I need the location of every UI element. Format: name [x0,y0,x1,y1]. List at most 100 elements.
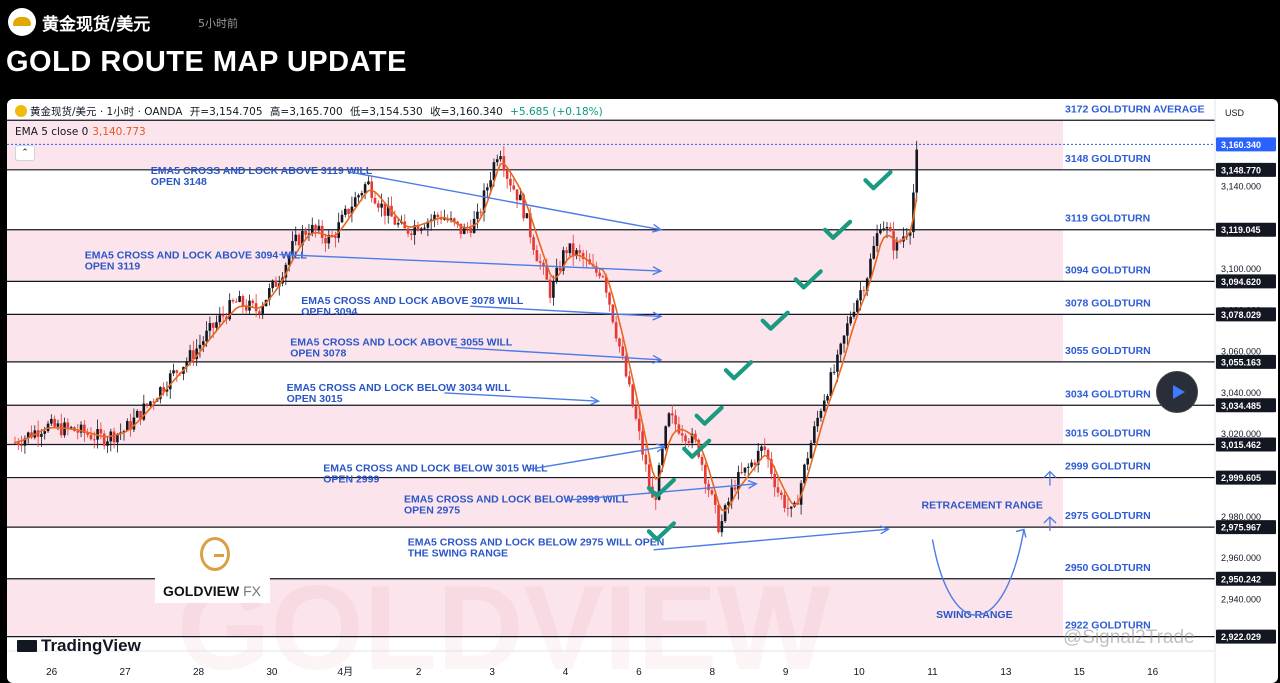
play-button[interactable] [1156,371,1198,413]
level-label: 3094 GOLDTURN [1065,264,1151,276]
candle-body [542,262,545,266]
candle [601,274,605,279]
x-tick-label: 8 [710,667,716,678]
candle [803,463,806,487]
symbol-name[interactable]: 黄金现货/美元 · 1小时 · OANDA [30,106,183,118]
candle [690,428,694,449]
candle-body [152,401,156,403]
annotation-line2: OPEN 2975 [404,504,460,516]
candle [254,293,258,318]
goldview-logo: GOLDVIEW FX [155,531,270,603]
candle-body [829,372,833,396]
candle [882,221,885,232]
candle [740,462,743,475]
level-price-tag: 3,078.029 [1216,307,1276,322]
candle [297,232,301,247]
tradingview-brand[interactable]: TradingView [17,636,141,656]
candle-body [149,401,152,406]
candle-body [228,300,231,320]
level-label: 2975 GOLDTURN [1065,510,1151,522]
ema-legend[interactable]: EMA 5 close 0 3,140.773 [15,126,146,138]
candle-body [634,406,638,419]
candle [806,451,810,471]
candle-body [393,216,397,225]
candle-body [492,162,496,181]
candle-body [112,431,116,443]
author-avatar[interactable] [8,8,36,36]
candle-body [162,387,165,392]
chart-canvas[interactable]: GOLDVIEW 3172 GOLDTURN AVERAGE 3148 GOLDTU… [7,99,1278,683]
candle [862,285,866,297]
candle [879,223,882,235]
author-name[interactable]: 黄金现货/美元 [42,15,151,35]
candle [112,427,116,449]
candle-body [314,224,317,231]
candle-body [670,413,674,416]
candle-body [215,322,218,328]
level-price-tag: 2,999.605 [1216,470,1276,485]
candle [116,433,119,453]
level-price-tag: 2,975.967 [1216,520,1276,535]
candle-body [244,306,248,311]
candle-body [373,197,377,204]
annotation: EMA5 CROSS AND LOCK ABOVE 3078 WILLOPEN … [301,295,663,321]
candle-body [865,278,869,292]
candle-body [294,234,298,242]
price-tag-label: 3,148.770 [1221,165,1261,175]
candle-body [413,225,416,235]
candle [846,315,849,346]
candle-body [598,272,601,277]
ema-value: 3,140.773 [92,126,146,138]
candle [142,394,146,422]
candle [350,196,354,223]
candle-body [192,350,195,360]
checkmark-icon [646,521,677,542]
checkmark-icon [682,438,712,459]
level-label: 3148 GOLDTURN [1065,153,1151,165]
current-price-label: 3,160.340 [1221,140,1261,150]
candle [915,140,919,202]
candle-body [568,243,572,254]
candle-body [888,227,892,232]
y-tick-label: 2,980.000 [1221,512,1261,522]
candle [819,408,823,422]
candle [770,451,773,480]
candle [495,154,499,167]
candle [109,428,113,452]
candle-body [628,376,631,385]
candle [188,344,192,366]
candle-body [664,426,667,449]
candle-body [872,245,876,259]
candle-body [707,483,710,491]
y-tick-label: 3,020.000 [1221,429,1261,439]
candle-body [50,418,53,424]
annotation-arrow-shaft [279,253,661,272]
currency-label: USD [1225,108,1245,118]
level-label: 2950 GOLDTURN [1065,562,1151,574]
candle-body [145,403,149,406]
candle [337,212,340,243]
candle-body [40,433,43,437]
x-tick-label: 15 [1074,667,1086,678]
candle-body [89,434,93,440]
candle [357,193,360,203]
candle-body [499,156,502,160]
trading-chart[interactable]: GOLDVIEW 3172 GOLDTURN AVERAGE 3148 GOLDTU… [7,99,1278,683]
candle [76,424,80,440]
candle-body [307,233,311,235]
candle [324,233,327,252]
candle [723,503,727,524]
candle-body [690,433,694,443]
candle [842,334,846,353]
candle [198,334,202,358]
price-tag-bg [1216,274,1276,289]
annotation-line2: OPEN 3078 [290,347,346,359]
candle-body [211,323,215,328]
level-label: 3078 GOLDTURN [1065,297,1151,309]
close-label: 收 [430,106,441,118]
collapse-legend-button[interactable]: ⌃ [15,145,35,161]
candle-body [713,494,717,505]
candle-body [763,446,767,450]
candle-body [92,439,96,441]
candle-body [367,181,370,185]
